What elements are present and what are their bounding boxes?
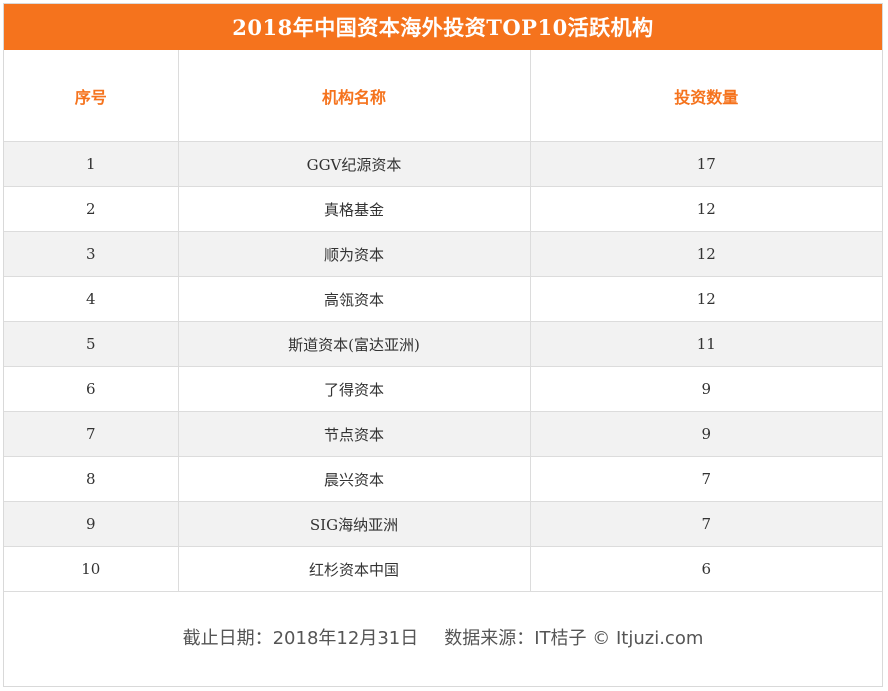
cell-rank: 9 (4, 501, 179, 547)
data-source: 数据来源：IT桔子 © Itjuzi.com (444, 627, 704, 649)
table-row: 4 高瓴资本 12 (4, 276, 882, 322)
cell-count: 12 (530, 231, 882, 277)
header-rank: 序号 (4, 50, 179, 142)
cell-rank: 1 (4, 141, 179, 187)
cell-count: 7 (530, 501, 882, 547)
table-row: 6 了得资本 9 (4, 366, 882, 412)
ranking-table: 序号 机构名称 投资数量 1 GGV纪源资本 17 2 真格基金 12 3 顺为… (4, 50, 882, 592)
cell-count: 6 (530, 546, 882, 592)
table-row: 2 真格基金 12 (4, 186, 882, 232)
cell-rank: 10 (4, 546, 179, 592)
cell-rank: 4 (4, 276, 179, 322)
cell-name: 斯道资本(富达亚洲) (178, 321, 531, 367)
table-row: 8 晨兴资本 7 (4, 456, 882, 502)
cell-count: 9 (530, 411, 882, 457)
cell-rank: 6 (4, 366, 179, 412)
cell-rank: 3 (4, 231, 179, 277)
table-row: 1 GGV纪源资本 17 (4, 141, 882, 187)
cell-count: 9 (530, 366, 882, 412)
table-row: 7 节点资本 9 (4, 411, 882, 457)
cell-name: GGV纪源资本 (178, 141, 531, 187)
table-row: 3 顺为资本 12 (4, 231, 882, 277)
header-investment-count: 投资数量 (530, 50, 882, 142)
ranking-table-card: 2018年中国资本海外投资TOP10活跃机构 序号 机构名称 投资数量 1 GG… (3, 3, 883, 687)
header-institution-name: 机构名称 (178, 50, 531, 142)
cell-count: 7 (530, 456, 882, 502)
cell-name: SIG海纳亚洲 (178, 501, 531, 547)
header-row: 序号 机构名称 投资数量 (4, 50, 882, 142)
table-title: 2018年中国资本海外投资TOP10活跃机构 (4, 4, 882, 50)
cell-name: 晨兴资本 (178, 456, 531, 502)
cell-name: 顺为资本 (178, 231, 531, 277)
cell-rank: 2 (4, 186, 179, 232)
cell-name: 高瓴资本 (178, 276, 531, 322)
cell-count: 12 (530, 276, 882, 322)
table-row: 9 SIG海纳亚洲 7 (4, 501, 882, 547)
cell-rank: 5 (4, 321, 179, 367)
table-row: 5 斯道资本(富达亚洲) 11 (4, 321, 882, 367)
cell-name: 真格基金 (178, 186, 531, 232)
cutoff-date: 截止日期：2018年12月31日 (182, 627, 419, 649)
cell-count: 12 (530, 186, 882, 232)
cell-count: 17 (530, 141, 882, 187)
cell-name: 了得资本 (178, 366, 531, 412)
table-footer: 截止日期：2018年12月31日 数据来源：IT桔子 © Itjuzi.com (4, 592, 882, 681)
cell-name: 红杉资本中国 (178, 546, 531, 592)
cell-rank: 8 (4, 456, 179, 502)
cell-name: 节点资本 (178, 411, 531, 457)
cell-rank: 7 (4, 411, 179, 457)
cell-count: 11 (530, 321, 882, 367)
table-row: 10 红杉资本中国 6 (4, 546, 882, 592)
